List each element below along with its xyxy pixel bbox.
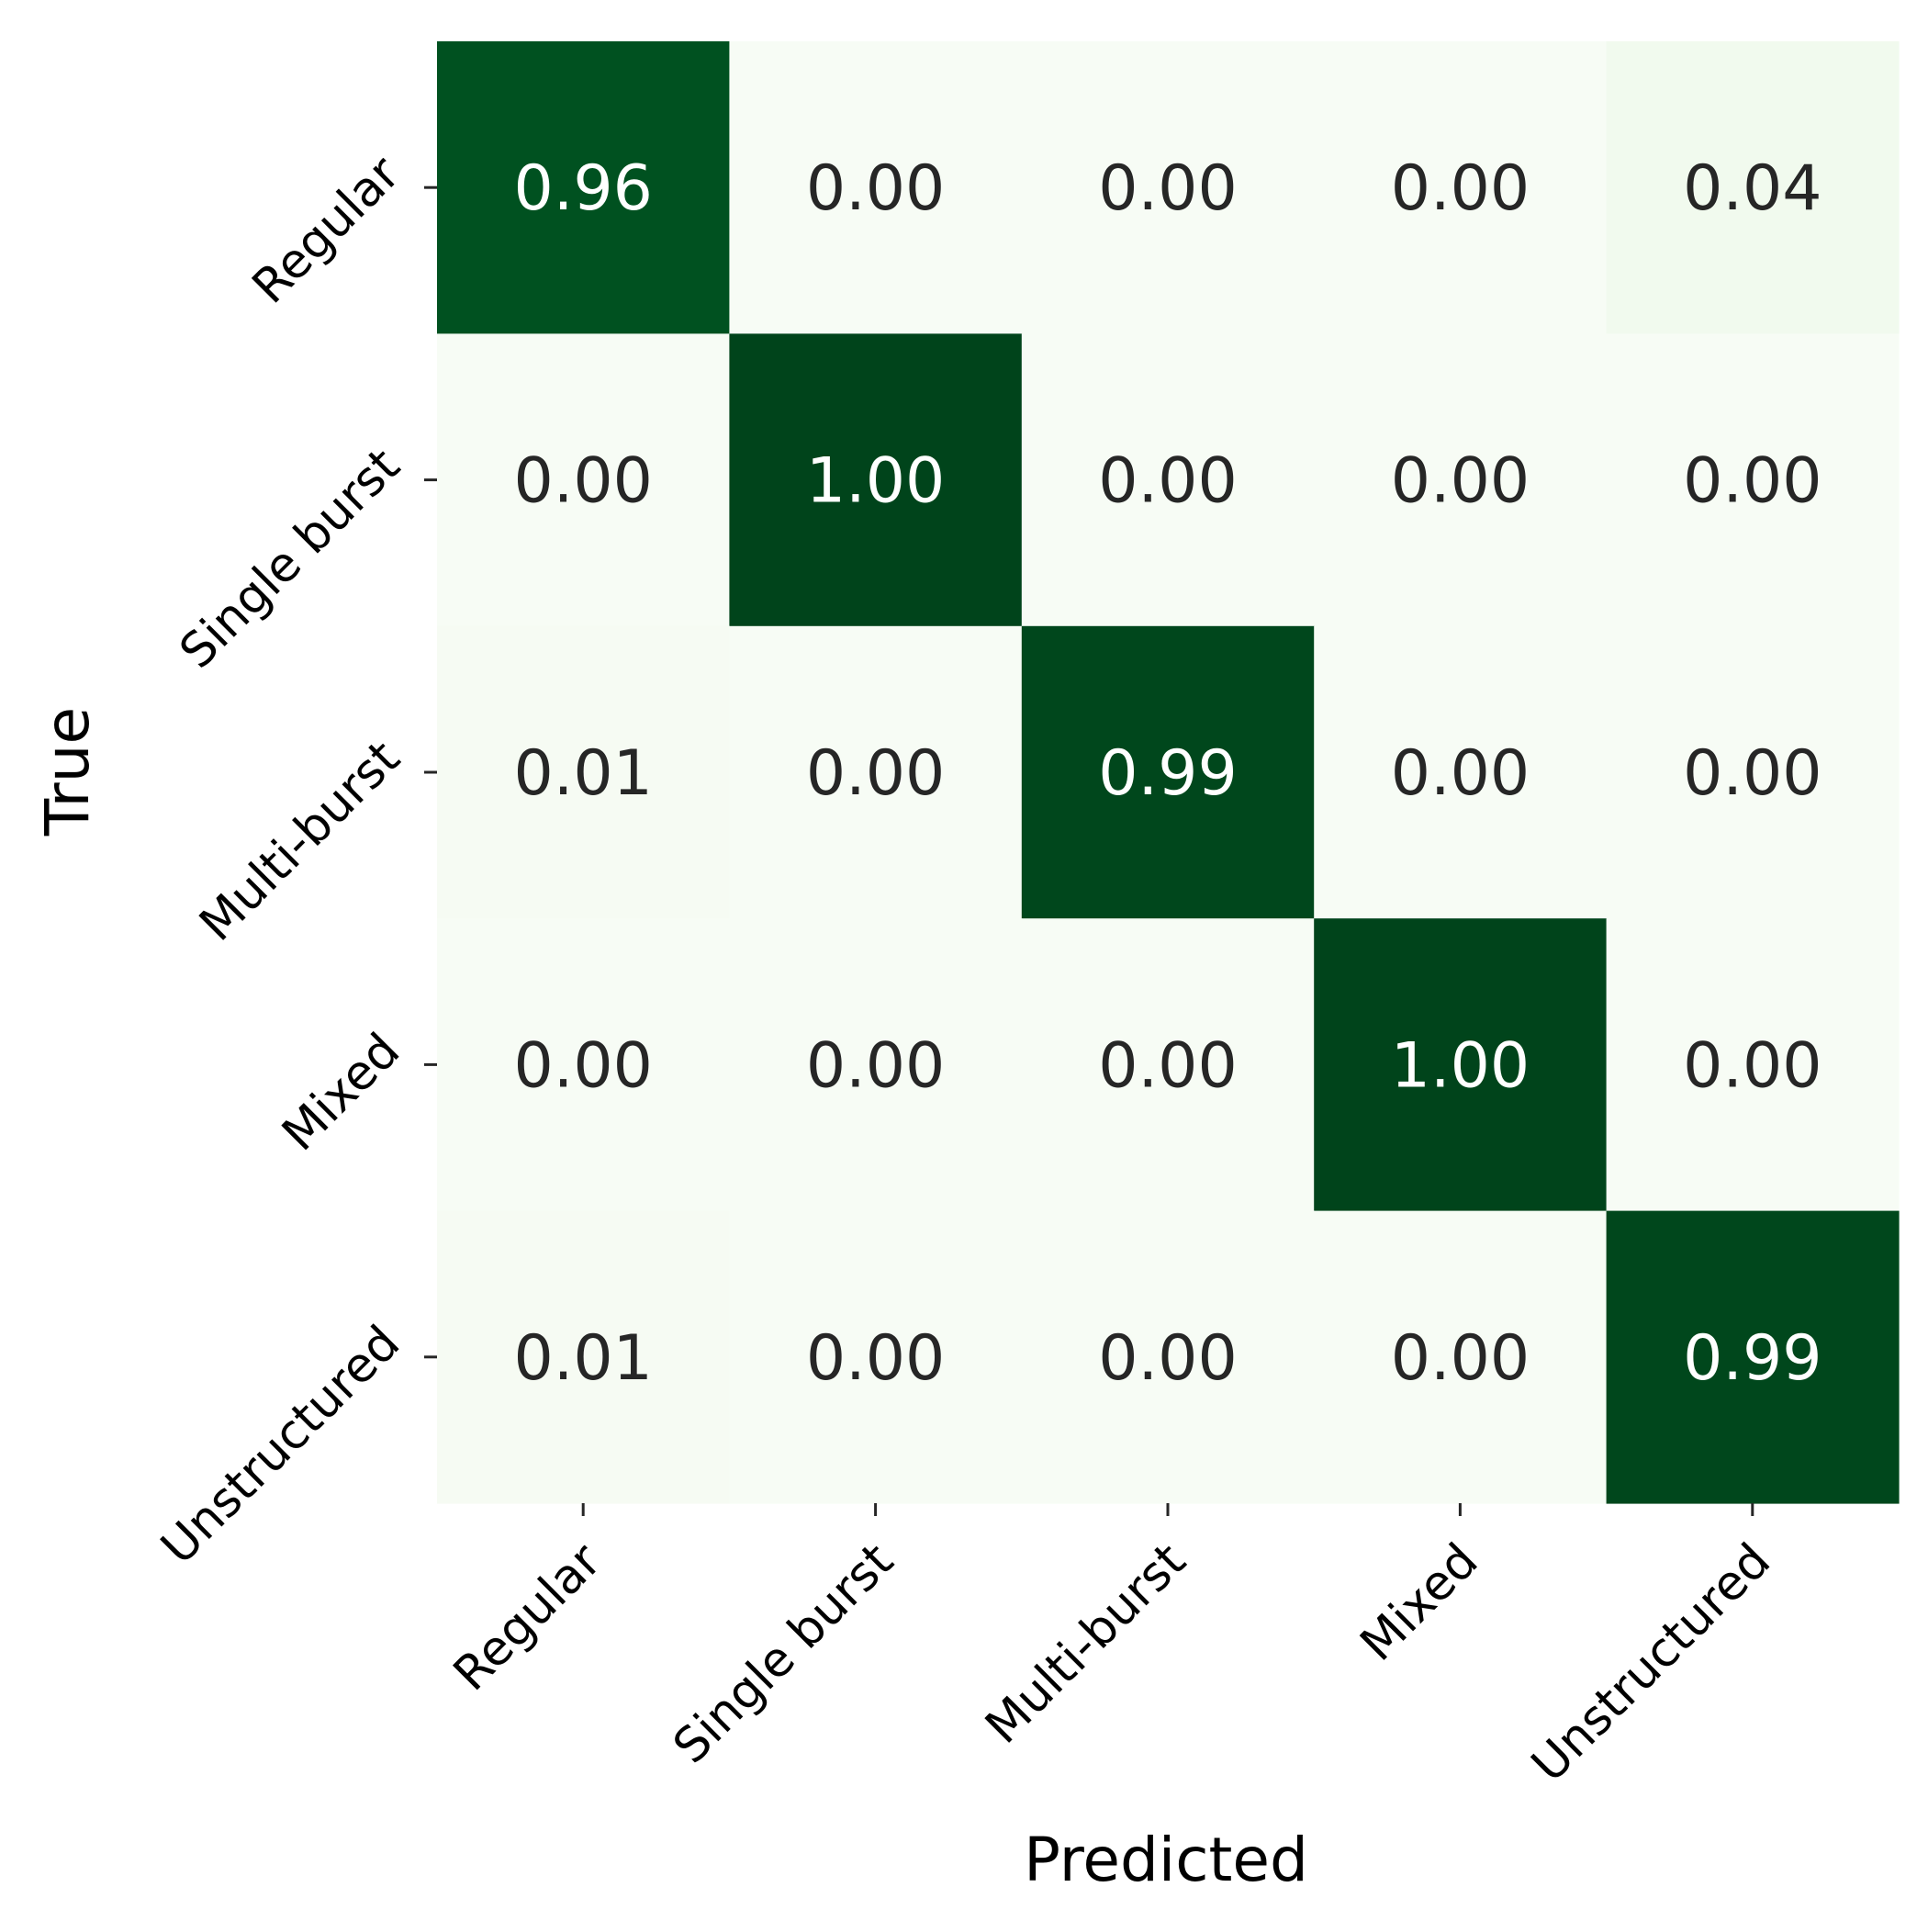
x-tick-label-2: Multi-burst: [975, 1533, 1196, 1755]
cell-value-r2-c4: 0.00: [1683, 737, 1822, 810]
cell-value-r0-c3: 0.00: [1391, 152, 1530, 225]
axis-ticks: [424, 185, 1754, 1516]
cell-value-r0-c4: 0.04: [1683, 152, 1822, 225]
cell-value-r3-c2: 0.00: [1098, 1029, 1237, 1102]
cell-value-r2-c2: 0.99: [1098, 737, 1237, 810]
heatmap-cell-r2-c3: [1314, 625, 1608, 919]
cell-value-r1-c1: 1.00: [806, 445, 945, 518]
heatmap-cell-r0-c3: [1314, 41, 1608, 334]
cell-value-r1-c4: 0.00: [1683, 445, 1822, 518]
cell-value-r3-c4: 0.00: [1683, 1029, 1822, 1102]
y-tick-labels: Regular Single burst Multi-burst Mixed Unstr…: [151, 146, 410, 1576]
heatmap-cell-r3-c1: [729, 918, 1023, 1212]
x-tick-label-3: Mixed: [1351, 1533, 1489, 1672]
y-tick-label-0: Regular: [242, 146, 411, 315]
cell-value-r4-c1: 0.00: [806, 1322, 945, 1395]
heatmap-cell-r1-c1: [729, 333, 1023, 627]
heatmap-cell-r3-c0: [437, 918, 730, 1212]
heatmap-cells: [437, 41, 1900, 1504]
y-tick-label-2: Multi-burst: [189, 731, 410, 952]
cell-value-r2-c0: 0.01: [513, 737, 652, 810]
heatmap-cell-r0-c0: [437, 41, 730, 334]
x-tick-label-4: Unstructured: [1521, 1533, 1781, 1793]
heatmap-cell-r2-c0: [437, 625, 730, 919]
cell-annotations: 0.96 0.00 0.00 0.00 0.04 0.00 1.00 0.00 0.00 0.00…: [513, 152, 1822, 1395]
heatmap-cell-r4-c2: [1021, 1210, 1315, 1504]
heatmap-cell-r4-c1: [729, 1210, 1023, 1504]
cell-value-r0-c0: 0.96: [513, 152, 652, 225]
x-axis-label: Predicted: [1024, 1825, 1308, 1895]
cell-value-r4-c4: 0.99: [1683, 1322, 1822, 1395]
heatmap-cell-r3-c4: [1606, 918, 1900, 1212]
heatmap-cell-r2-c1: [729, 625, 1023, 919]
cell-value-r3-c0: 0.00: [513, 1029, 652, 1102]
x-tick-labels: Regular Single burst Multi-burst Mixed Unstr…: [443, 1533, 1781, 1792]
heatmap-cell-r2-c4: [1606, 625, 1900, 919]
heatmap-cell-r0-c4: [1606, 41, 1900, 334]
heatmap-cell-r3-c3: [1314, 918, 1608, 1212]
cell-value-r1-c2: 0.00: [1098, 445, 1237, 518]
cell-value-r1-c3: 0.00: [1391, 445, 1530, 518]
heatmap-cell-r1-c0: [437, 333, 730, 627]
heatmap-cell-r4-c0: [437, 1210, 730, 1504]
cell-value-r4-c2: 0.00: [1098, 1322, 1237, 1395]
heatmap-cell-r4-c3: [1314, 1210, 1608, 1504]
cell-value-r4-c3: 0.00: [1391, 1322, 1530, 1395]
cell-value-r2-c1: 0.00: [806, 737, 945, 810]
cell-value-r2-c3: 0.00: [1391, 737, 1530, 810]
heatmap-cell-r0-c1: [729, 41, 1023, 334]
heatmap-cell-r0-c2: [1021, 41, 1315, 334]
cell-value-r1-c0: 0.00: [513, 445, 652, 518]
cell-value-r4-c0: 0.01: [513, 1322, 652, 1395]
y-tick-label-1: Single burst: [170, 438, 410, 679]
heatmap-cell-r4-c4: [1606, 1210, 1900, 1504]
y-tick-label-4: Unstructured: [151, 1316, 410, 1576]
cell-value-r3-c1: 0.00: [806, 1029, 945, 1102]
x-tick-label-1: Single burst: [663, 1533, 903, 1774]
heatmap-cell-r2-c2: [1021, 625, 1315, 919]
cell-value-r0-c1: 0.00: [806, 152, 945, 225]
heatmap-cell-r1-c3: [1314, 333, 1608, 627]
heatmap-cell-r1-c2: [1021, 333, 1315, 627]
x-tick-label-0: Regular: [443, 1533, 612, 1702]
heatmap-cell-r1-c4: [1606, 333, 1900, 627]
cell-value-r0-c2: 0.00: [1098, 152, 1237, 225]
y-axis-label: True: [32, 707, 103, 837]
heatmap-cell-r3-c2: [1021, 918, 1315, 1212]
y-tick-label-3: Mixed: [272, 1023, 410, 1162]
cell-value-r3-c3: 1.00: [1391, 1029, 1530, 1102]
